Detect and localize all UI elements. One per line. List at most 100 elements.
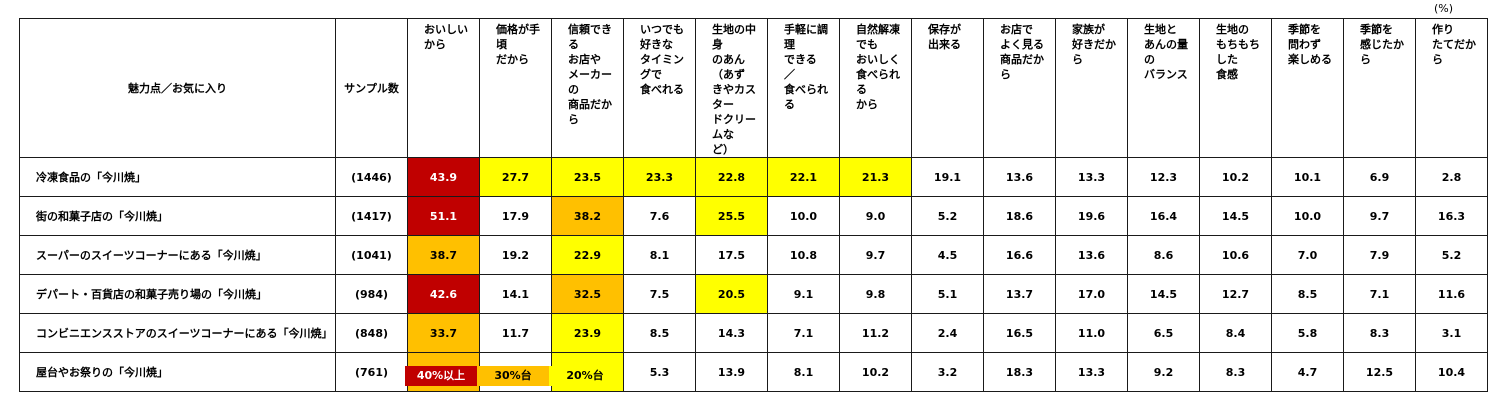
value-cell: 38.2 [551,196,624,236]
value-cell: 8.4 [1199,313,1272,353]
row-label: 街の和菓子店の「今川焼」 [19,196,336,236]
value-cell: 7.9 [1343,235,1416,275]
value-cell: 13.3 [1055,352,1128,392]
value-cell: 3.2 [911,352,984,392]
value-cell: 9.2 [1127,352,1200,392]
column-header: 作り たてだから [1415,18,1488,158]
value-cell: 14.5 [1199,196,1272,236]
value-cell: 11.2 [839,313,912,353]
sample-size: (1041) [335,235,408,275]
legend-item: 30%台 [477,366,549,386]
value-cell: 23.9 [551,313,624,353]
value-cell: 5.8 [1271,313,1344,353]
value-cell: 11.6 [1415,274,1488,314]
value-cell: 6.9 [1343,157,1416,197]
value-cell: 9.0 [839,196,912,236]
value-cell: 18.6 [983,196,1056,236]
value-cell: 27.7 [479,157,552,197]
value-cell: 18.3 [983,352,1056,392]
value-cell: 23.3 [623,157,696,197]
value-cell: 21.3 [839,157,912,197]
value-cell: 9.8 [839,274,912,314]
value-cell: 14.1 [479,274,552,314]
sample-size: (761) [335,352,408,392]
value-cell: 13.3 [1055,157,1128,197]
column-header: 家族が 好きだから [1055,18,1128,158]
value-cell: 10.0 [1271,196,1344,236]
column-header: 自然解凍 でも おいしく 食べられる から [839,18,912,158]
value-cell: 5.3 [623,352,696,392]
attribute-header: 魅力点／お気に入り [19,18,336,158]
value-cell: 12.7 [1199,274,1272,314]
value-cell: 13.9 [695,352,768,392]
value-cell: 9.7 [1343,196,1416,236]
value-cell: 2.8 [1415,157,1488,197]
value-cell: 7.0 [1271,235,1344,275]
value-cell: 42.6 [407,274,480,314]
value-cell: 38.7 [407,235,480,275]
value-cell: 22.9 [551,235,624,275]
value-cell: 17.9 [479,196,552,236]
value-cell: 16.5 [983,313,1056,353]
row-label: 屋台やお祭りの「今川焼」 [19,352,336,392]
table-row: コンビニエンスストアのスイーツコーナーにある「今川焼」 (848) 33.7 11.7… [19,313,1488,353]
value-cell: 19.2 [479,235,552,275]
value-cell: 17.5 [695,235,768,275]
value-cell: 22.1 [767,157,840,197]
column-header: 手軽に調理 できる ／ 食べられる [767,18,840,158]
row-label: コンビニエンスストアのスイーツコーナーにある「今川焼」 [19,313,336,353]
value-cell: 16.3 [1415,196,1488,236]
value-cell: 2.4 [911,313,984,353]
value-cell: 11.0 [1055,313,1128,353]
value-cell: 10.0 [767,196,840,236]
data-table: 魅力点／お気に入り サンプル数 おいしい から 価格が手頃 だから 信頼できる お店… [19,18,1488,392]
column-header: おいしい から [407,18,480,158]
value-cell: 32.5 [551,274,624,314]
column-header: 価格が手頃 だから [479,18,552,158]
value-cell: 8.5 [623,313,696,353]
value-cell: 5.2 [911,196,984,236]
value-cell: 22.8 [695,157,768,197]
header-row: 魅力点／お気に入り サンプル数 おいしい から 価格が手頃 だから 信頼できる お店… [19,18,1488,158]
legend-item: 40%以上 [405,366,477,386]
value-cell: 11.7 [479,313,552,353]
value-cell: 8.3 [1199,352,1272,392]
value-cell: 10.2 [839,352,912,392]
sample-size: (1417) [335,196,408,236]
table-row: 屋台やお祭りの「今川焼」(761)31.89.722.55.313.98.110… [19,352,1488,392]
row-label: デパート・百貨店の和菓子売り場の「今川焼」 [19,274,336,314]
value-cell: 14.3 [695,313,768,353]
value-cell: 25.5 [695,196,768,236]
table-row: スーパーのスイーツコーナーにある「今川焼」 (1041) 38.7 19.2 22.9 8… [19,235,1488,275]
legend: 40%以上 30%台 20%台 [405,366,621,386]
column-header: 生地の中身 のあん（あず きやカスター ドクリームな ど） [695,18,768,158]
value-cell: 7.5 [623,274,696,314]
table-row: 冷凍食品の「今川焼」 (1446) 43.9 27.7 23.5 23.3 22.8 22.1… [19,157,1488,197]
value-cell: 4.5 [911,235,984,275]
value-cell: 9.1 [767,274,840,314]
value-cell: 23.5 [551,157,624,197]
row-label: 冷凍食品の「今川焼」 [19,157,336,197]
value-cell: 8.1 [767,352,840,392]
value-cell: 6.5 [1127,313,1200,353]
value-cell: 19.6 [1055,196,1128,236]
value-cell: 10.1 [1271,157,1344,197]
value-cell: 7.1 [1343,274,1416,314]
value-cell: 10.4 [1415,352,1488,392]
column-header: 季節を 感じたから [1343,18,1416,158]
value-cell: 20.5 [695,274,768,314]
value-cell: 14.5 [1127,274,1200,314]
value-cell: 13.7 [983,274,1056,314]
column-header: お店で よく見る 商品だから [983,18,1056,158]
table-row: デパート・百貨店の和菓子売り場の「今川焼」 (984) 42.6 14.1 32.5 7.… [19,274,1488,314]
value-cell: 16.6 [983,235,1056,275]
value-cell: 12.3 [1127,157,1200,197]
value-cell: 7.6 [623,196,696,236]
column-header: いつでも 好きな タイミングで 食べれる [623,18,696,158]
value-cell: 10.2 [1199,157,1272,197]
value-cell: 33.7 [407,313,480,353]
value-cell: 13.6 [983,157,1056,197]
value-cell: 19.1 [911,157,984,197]
value-cell: 8.3 [1343,313,1416,353]
value-cell: 9.7 [839,235,912,275]
